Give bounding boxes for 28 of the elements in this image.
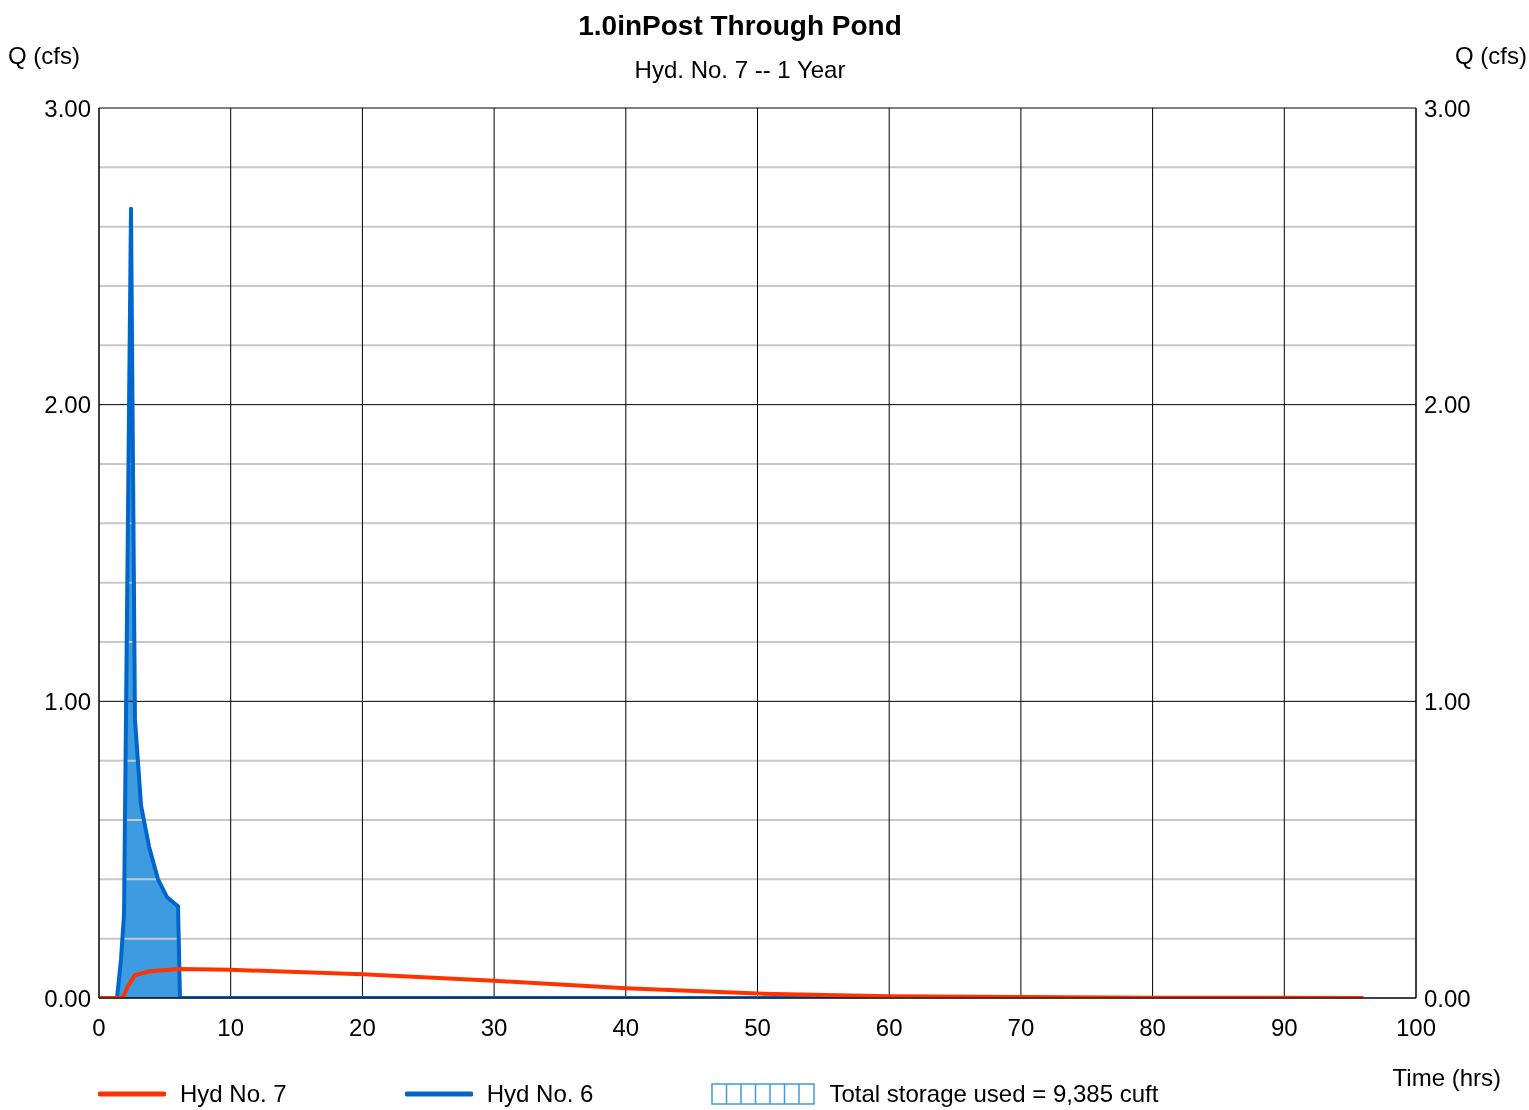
x-axis-title: Time (hrs) [1392,1064,1501,1092]
chart-subtitle: Hyd. No. 7 -- 1 Year [634,56,846,83]
y-tick-label: 2.00 [44,391,91,419]
line-series [99,966,1366,998]
x-tick-label: 100 [1395,1014,1437,1041]
y-tick-label: 1.00 [44,687,91,715]
y-tick-label: 3.00 [44,94,91,122]
legend-label: Hyd No. 7 [180,1080,287,1108]
x-tick-label: 0 [92,1014,106,1041]
y2-tick-label: 0.00 [1424,984,1471,1012]
legend-label: Total storage used = 9,385 cuft [829,1080,1159,1108]
y2-axis-title: Q (cfs) [1455,42,1527,70]
x-tick-label: 60 [875,1014,903,1041]
y2-tick-label: 1.00 [1424,687,1471,715]
chart-title: 1.0inPost Through Pond [577,10,903,42]
y-axis-title: Q (cfs) [8,42,80,70]
x-tick-label: 50 [744,1014,771,1041]
y-tick-label: 0.00 [44,984,91,1012]
x-tick-label: 40 [612,1014,640,1041]
y2-tick-label: 2.00 [1424,391,1471,419]
x-tick-label: 10 [217,1014,245,1041]
x-tick-label: 90 [1270,1014,1298,1041]
legend-label: Hyd No. 6 [486,1080,594,1108]
x-tick-label: 30 [480,1014,508,1041]
x-tick-label: 70 [1007,1014,1035,1041]
x-tick-label: 80 [1139,1014,1166,1041]
y2-tick-label: 3.00 [1424,94,1471,122]
x-tick-label: 20 [349,1014,376,1041]
